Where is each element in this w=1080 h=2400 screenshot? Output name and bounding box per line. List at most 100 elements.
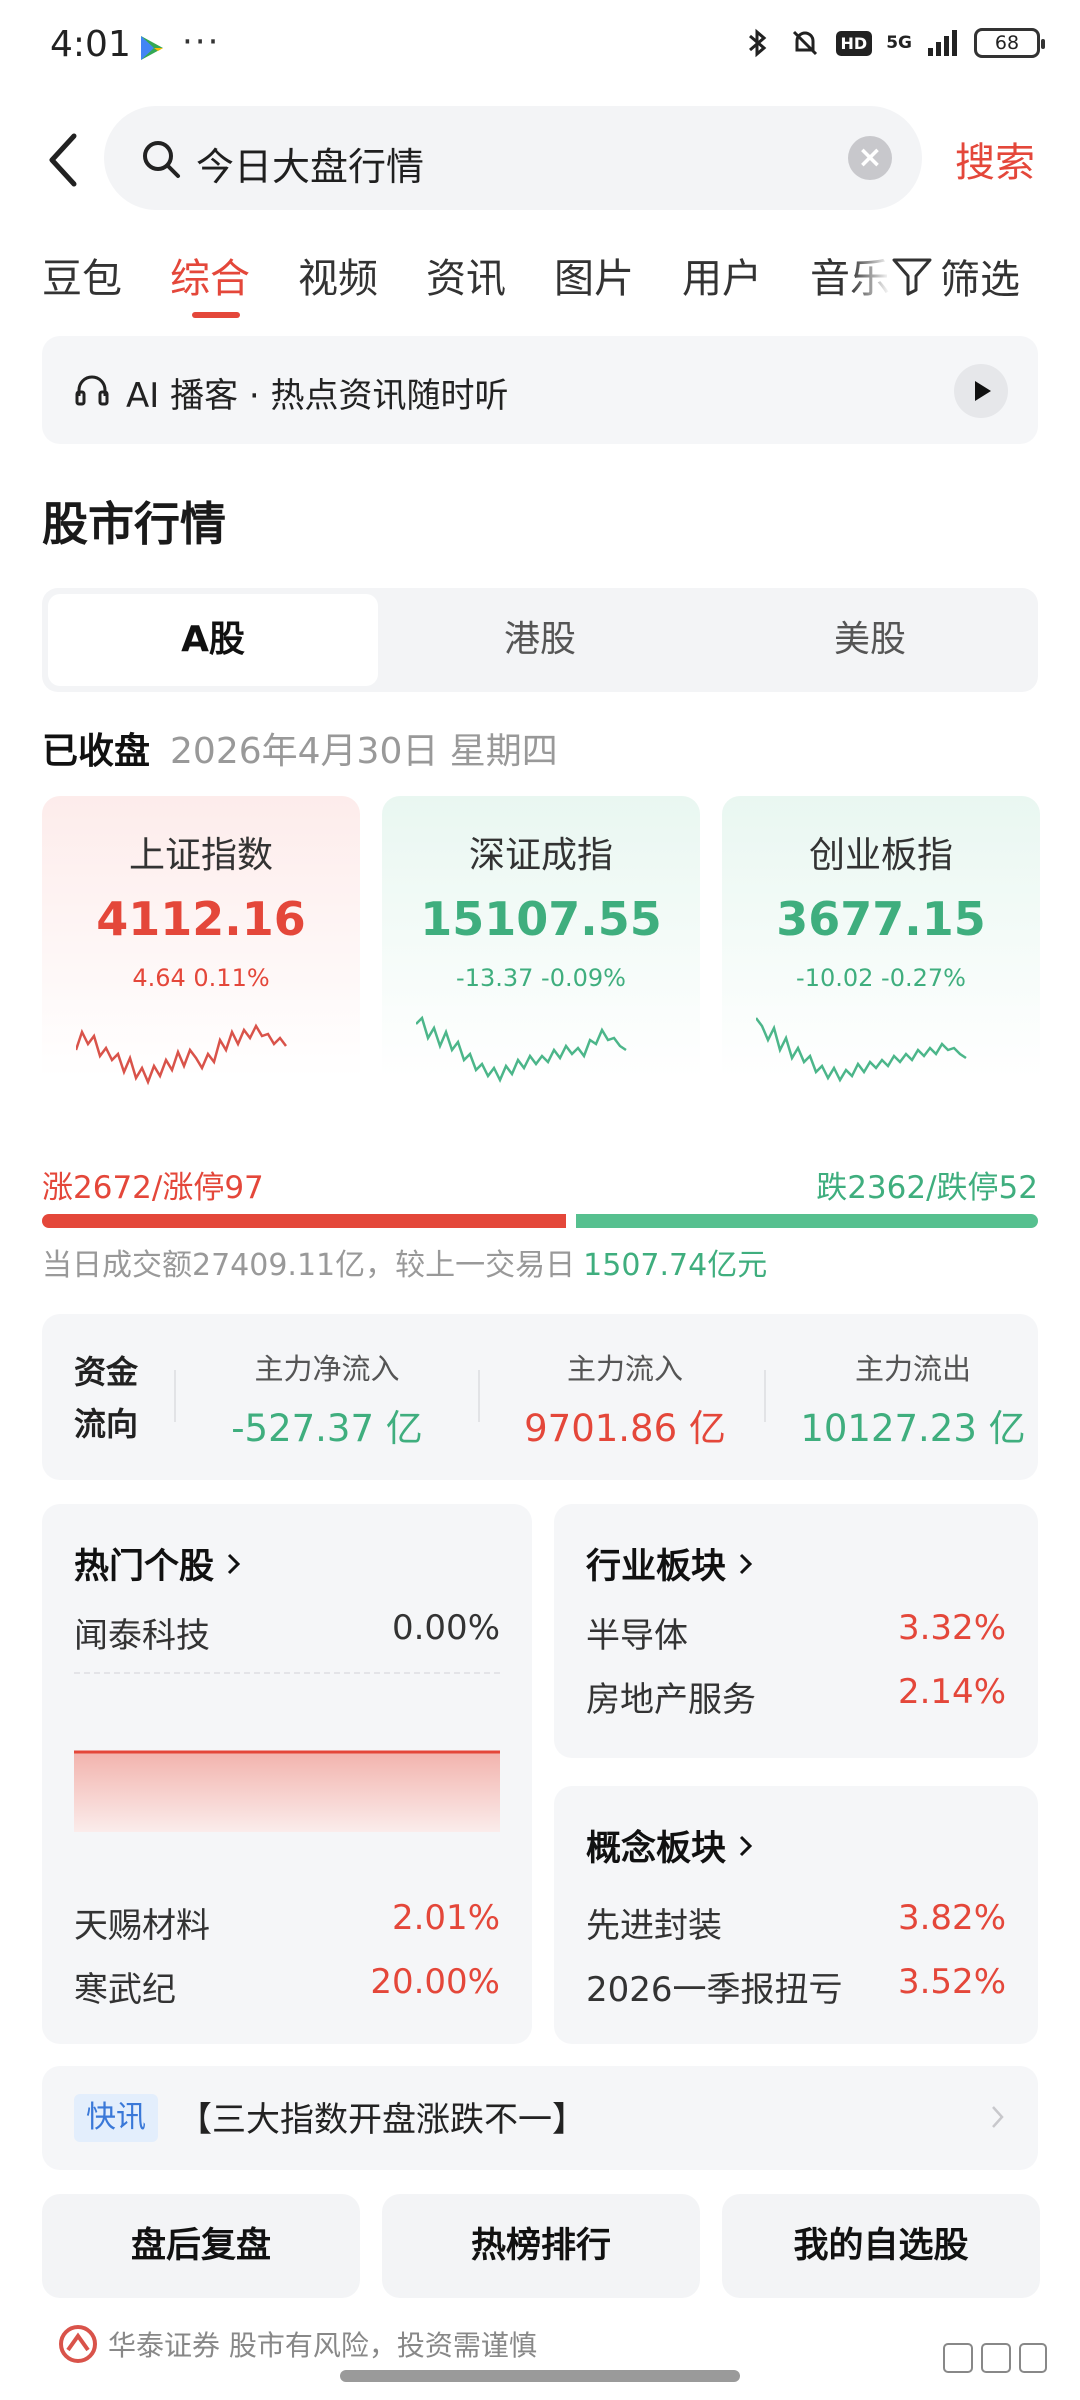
divider [764, 1370, 766, 1422]
decliners-bar [575, 1214, 1038, 1228]
bluetooth-icon [748, 28, 766, 58]
net-inflow-label: 主力净流入 [254, 1352, 400, 1386]
category-tabs: 豆包 综合 视频 资讯 图片 用户 音乐 筛选 [0, 240, 1080, 320]
hot-stocks-panel[interactable]: 热门个股 闻泰科技 0.00% 天赐材料 2.01% 寒武纪 20.00% [42, 1504, 532, 2044]
market-tabs: A股 港股 美股 [42, 588, 1038, 692]
inflow-value: 9701.86 亿 [524, 1407, 726, 1450]
stock-name: 天赐材料 [74, 1906, 210, 1946]
turnover-diff: 1507.74亿元 [583, 1248, 768, 1283]
stock-mini-chart [74, 1750, 500, 1832]
sector-change: 2.14% [897, 1672, 1006, 1712]
headphones-icon [75, 375, 109, 406]
chevron-right-icon [739, 1835, 753, 1856]
outflow-label: 主力流出 [854, 1352, 971, 1386]
sector-name: 房地产服务 [586, 1680, 756, 1720]
news-flash[interactable]: 快讯 【三大指数开盘涨跌不一】 [42, 2066, 1038, 2170]
industry-title[interactable]: 行业板块 [586, 1538, 756, 1589]
tab-users[interactable]: 用户 [682, 256, 762, 302]
search-button[interactable]: 搜索 [955, 140, 1035, 186]
index-name: 深证成指 [468, 835, 613, 876]
stock-change: 20.00% [370, 1962, 500, 2002]
tab-video[interactable]: 视频 [298, 256, 378, 302]
hot-stocks-title-text: 热门个股 [74, 1547, 215, 1587]
status-time: 4:01 [50, 24, 131, 65]
index-change: 4.64 0.11% [132, 964, 270, 992]
section-title: 股市行情 [42, 497, 226, 551]
net-inflow-value: -527.37 亿 [231, 1407, 423, 1450]
floating-window-icon[interactable] [940, 2338, 1050, 2378]
divider [74, 1672, 500, 1674]
stock-change: 0.00% [391, 1608, 500, 1648]
gesture-nav-handle[interactable] [340, 2370, 740, 2382]
sparkline-chinext [756, 1017, 967, 1083]
tab-doubao[interactable]: 豆包 [42, 256, 122, 302]
index-card-chinext[interactable]: 创业板指 3677.15 -10.02 -0.27% [722, 796, 1040, 1128]
huatai-logo-icon [59, 2325, 97, 2363]
status-bar: 4:01 ··· HD 5G 68 [0, 0, 1080, 96]
chevron-right-icon [227, 1553, 241, 1574]
inflow-label: 主力流入 [566, 1352, 683, 1386]
ai-podcast-banner[interactable]: AI 播客 · 热点资讯随时听 [42, 336, 1038, 444]
tab-a-share[interactable]: A股 [48, 594, 378, 686]
index-name: 上证指数 [128, 835, 273, 876]
stock-name: 闻泰科技 [74, 1616, 210, 1656]
search-input[interactable]: 今日大盘行情 × [104, 106, 922, 210]
index-card-shenzhen[interactable]: 深证成指 15107.55 -13.37 -0.09% [382, 796, 700, 1128]
search-query[interactable]: 今日大盘行情 [196, 145, 425, 189]
index-value: 4112.16 [96, 892, 306, 946]
tab-images[interactable]: 图片 [554, 256, 634, 302]
outflow-column: 主力流出 10127.23 亿 [768, 1346, 1058, 1452]
index-change: -13.37 -0.09% [456, 964, 626, 992]
industry-panel[interactable]: 行业板块 半导体 3.32% 房地产服务 2.14% [554, 1504, 1038, 1758]
concept-panel[interactable]: 概念板块 先进封装 3.82% 2026一季报扭亏 3.52% [554, 1786, 1038, 2044]
divider [174, 1370, 176, 1422]
tab-us-share[interactable]: 美股 [833, 619, 906, 660]
sparkline-shenzhen [416, 1015, 627, 1083]
after-market-review-button[interactable]: 盘后复盘 [42, 2194, 360, 2298]
back-arrow-icon[interactable] [40, 130, 88, 190]
filter-label[interactable]: 筛选 [940, 257, 1020, 303]
network-type: 5G [886, 33, 912, 53]
sparkline-shanghai [76, 1023, 287, 1086]
clear-icon[interactable]: × [848, 136, 892, 180]
tab-news[interactable]: 资讯 [426, 256, 506, 302]
podcast-text: AI 播客 · 热点资讯随时听 [126, 376, 509, 416]
sector-name: 半导体 [586, 1616, 688, 1656]
my-watchlist-button[interactable]: 我的自选股 [722, 2194, 1040, 2298]
index-value: 15107.55 [420, 892, 662, 946]
fund-flow-title: 资金流向 [74, 1353, 139, 1443]
footer-text: 华泰证券 股市有风险，投资需谨慎 [108, 2329, 537, 2362]
tab-comprehensive[interactable]: 综合 [170, 256, 250, 302]
index-name: 创业板指 [808, 835, 953, 876]
active-tab-indicator [192, 312, 240, 318]
concept-title[interactable]: 概念板块 [586, 1820, 756, 1871]
play-store-icon [141, 36, 163, 60]
advancers-text: 涨2672/涨停97 [42, 1170, 264, 1206]
status-icons: HD 5G 68 [740, 26, 1045, 60]
battery-indicator: 68 [974, 28, 1045, 58]
index-card-shanghai[interactable]: 上证指数 4112.16 4.64 0.11% [42, 796, 360, 1128]
hot-ranking-button[interactable]: 热榜排行 [382, 2194, 700, 2298]
footer-disclaimer: 华泰证券 股市有风险，投资需谨慎 [58, 2324, 537, 2364]
advancers-bar [42, 1214, 566, 1228]
turnover-text: 当日成交额27409.11亿，较上一交易日 1507.74亿元 [42, 1240, 767, 1284]
breadth-bar [42, 1214, 1038, 1228]
filter-button[interactable]: 筛选 [890, 246, 1020, 306]
stock-name: 寒武纪 [74, 1970, 176, 2010]
turnover-main: 当日成交额27409.11亿，较上一交易日 [42, 1248, 576, 1283]
signal-icon [928, 30, 957, 56]
concept-title-text: 概念板块 [586, 1829, 727, 1869]
news-tag: 快讯 [74, 2094, 158, 2142]
outflow-value: 10127.23 亿 [800, 1407, 1026, 1450]
tab-fade [850, 240, 890, 310]
hot-stocks-title[interactable]: 热门个股 [74, 1538, 244, 1589]
search-bar: 今日大盘行情 × 搜索 [0, 100, 1080, 216]
market-date: 2026年4月30日 星期四 [170, 731, 558, 772]
sector-change: 3.32% [897, 1608, 1006, 1648]
tab-hk-share[interactable]: 港股 [503, 619, 576, 660]
fund-flow-card[interactable]: 资金流向 主力净流入 -527.37 亿 主力流入 9701.86 亿 主力流出… [42, 1314, 1038, 1480]
market-closed-label: 已收盘 [42, 731, 151, 772]
inflow-column: 主力流入 9701.86 亿 [480, 1346, 770, 1452]
news-headline: 【三大指数开盘涨跌不一】 [178, 2100, 586, 2140]
play-icon[interactable] [954, 364, 1008, 418]
